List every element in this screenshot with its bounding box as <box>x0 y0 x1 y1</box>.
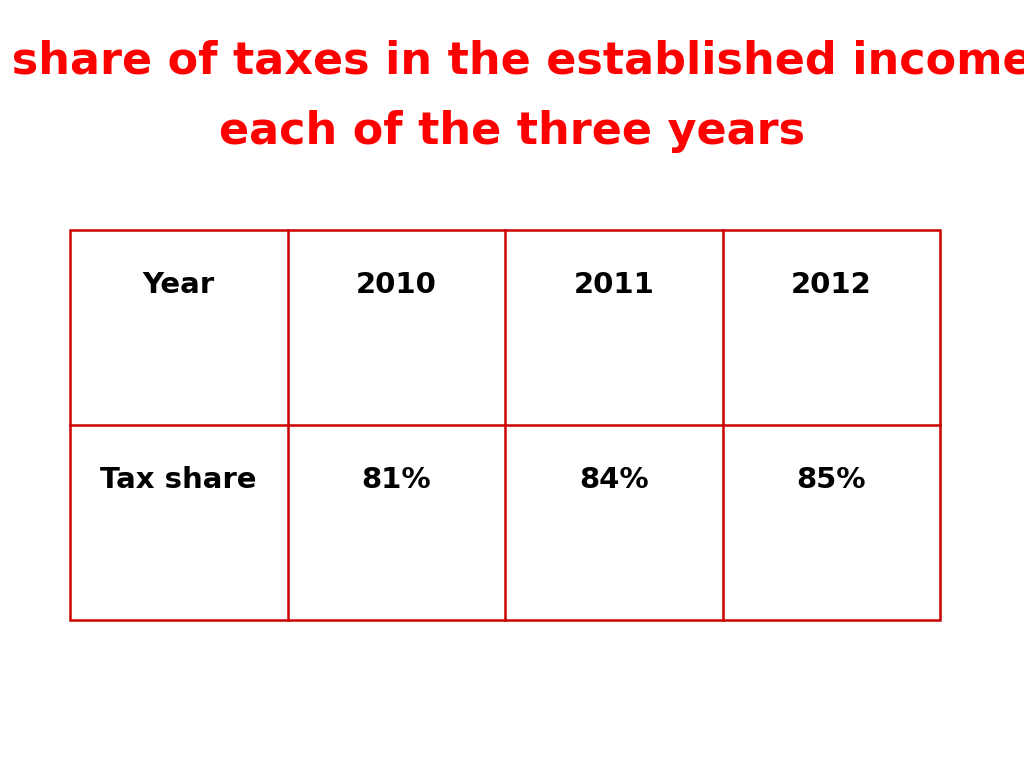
Text: The share of taxes in the established income for: The share of taxes in the established in… <box>0 40 1024 83</box>
Text: Year: Year <box>142 270 215 299</box>
Text: 2011: 2011 <box>573 270 654 299</box>
Text: 84%: 84% <box>579 465 648 494</box>
Text: each of the three years: each of the three years <box>219 110 805 153</box>
Text: 2012: 2012 <box>791 270 871 299</box>
Text: 85%: 85% <box>797 465 866 494</box>
Text: Tax share: Tax share <box>100 465 257 494</box>
Bar <box>70 230 940 620</box>
Text: 2010: 2010 <box>355 270 436 299</box>
Text: 81%: 81% <box>361 465 431 494</box>
